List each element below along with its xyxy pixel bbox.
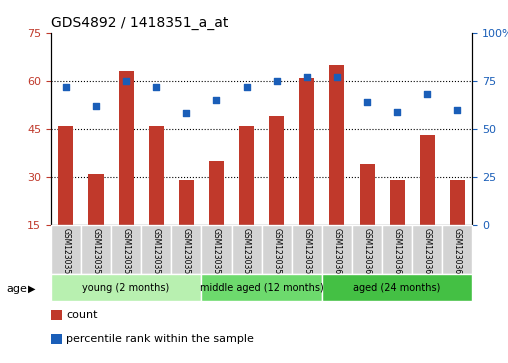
Bar [262,225,292,274]
Text: GSM1230356: GSM1230356 [212,228,221,279]
Bar [322,225,352,274]
Bar [412,225,442,274]
Point [303,74,311,80]
Bar [149,126,164,273]
Text: GDS4892 / 1418351_a_at: GDS4892 / 1418351_a_at [51,16,228,30]
Point [333,74,341,80]
Bar [179,180,194,273]
Bar [299,78,314,273]
Text: GSM1230354: GSM1230354 [152,228,161,279]
Text: GSM1230363: GSM1230363 [423,228,432,279]
Bar [420,135,435,273]
Bar [209,161,224,273]
Text: GSM1230359: GSM1230359 [302,228,311,279]
Text: GSM1230355: GSM1230355 [182,228,191,279]
Point [393,109,401,114]
Point [423,91,431,97]
Text: GSM1230362: GSM1230362 [393,228,402,278]
Text: ▶: ▶ [28,284,36,294]
Text: middle aged (12 months): middle aged (12 months) [200,283,324,293]
Bar [171,225,201,274]
Text: GSM1230364: GSM1230364 [453,228,462,279]
Bar [141,225,171,274]
Bar [111,225,141,274]
Point [182,111,190,117]
Point [453,107,461,113]
Bar [201,274,322,301]
Text: GSM1230361: GSM1230361 [363,228,371,278]
Text: aged (24 months): aged (24 months) [354,283,441,293]
Text: GSM1230360: GSM1230360 [332,228,341,279]
Text: percentile rank within the sample: percentile rank within the sample [66,334,254,344]
Text: GSM1230353: GSM1230353 [121,228,131,279]
Text: young (2 months): young (2 months) [82,283,170,293]
Bar [239,126,254,273]
Point [122,78,130,84]
Bar [442,225,472,274]
Bar [88,174,104,273]
Text: GSM1230352: GSM1230352 [91,228,101,278]
Bar [201,225,232,274]
Bar [352,225,382,274]
Point [242,83,250,89]
Bar [382,225,412,274]
Text: GSM1230357: GSM1230357 [242,228,251,279]
Bar [81,225,111,274]
Text: age: age [7,284,27,294]
Bar [322,274,472,301]
Bar [360,164,374,273]
Bar [269,116,284,273]
Bar [450,180,465,273]
Bar [390,180,405,273]
Text: GSM1230358: GSM1230358 [272,228,281,278]
Text: GSM1230351: GSM1230351 [61,228,71,278]
Bar [329,65,344,273]
Text: count: count [66,310,98,320]
Point [212,97,220,103]
Bar [118,71,134,273]
Bar [51,274,201,301]
Point [92,103,100,109]
Point [152,83,160,89]
Bar [292,225,322,274]
Bar [58,126,73,273]
Bar [232,225,262,274]
Bar [51,225,81,274]
Point [273,78,281,84]
Point [363,99,371,105]
Point [62,83,70,89]
